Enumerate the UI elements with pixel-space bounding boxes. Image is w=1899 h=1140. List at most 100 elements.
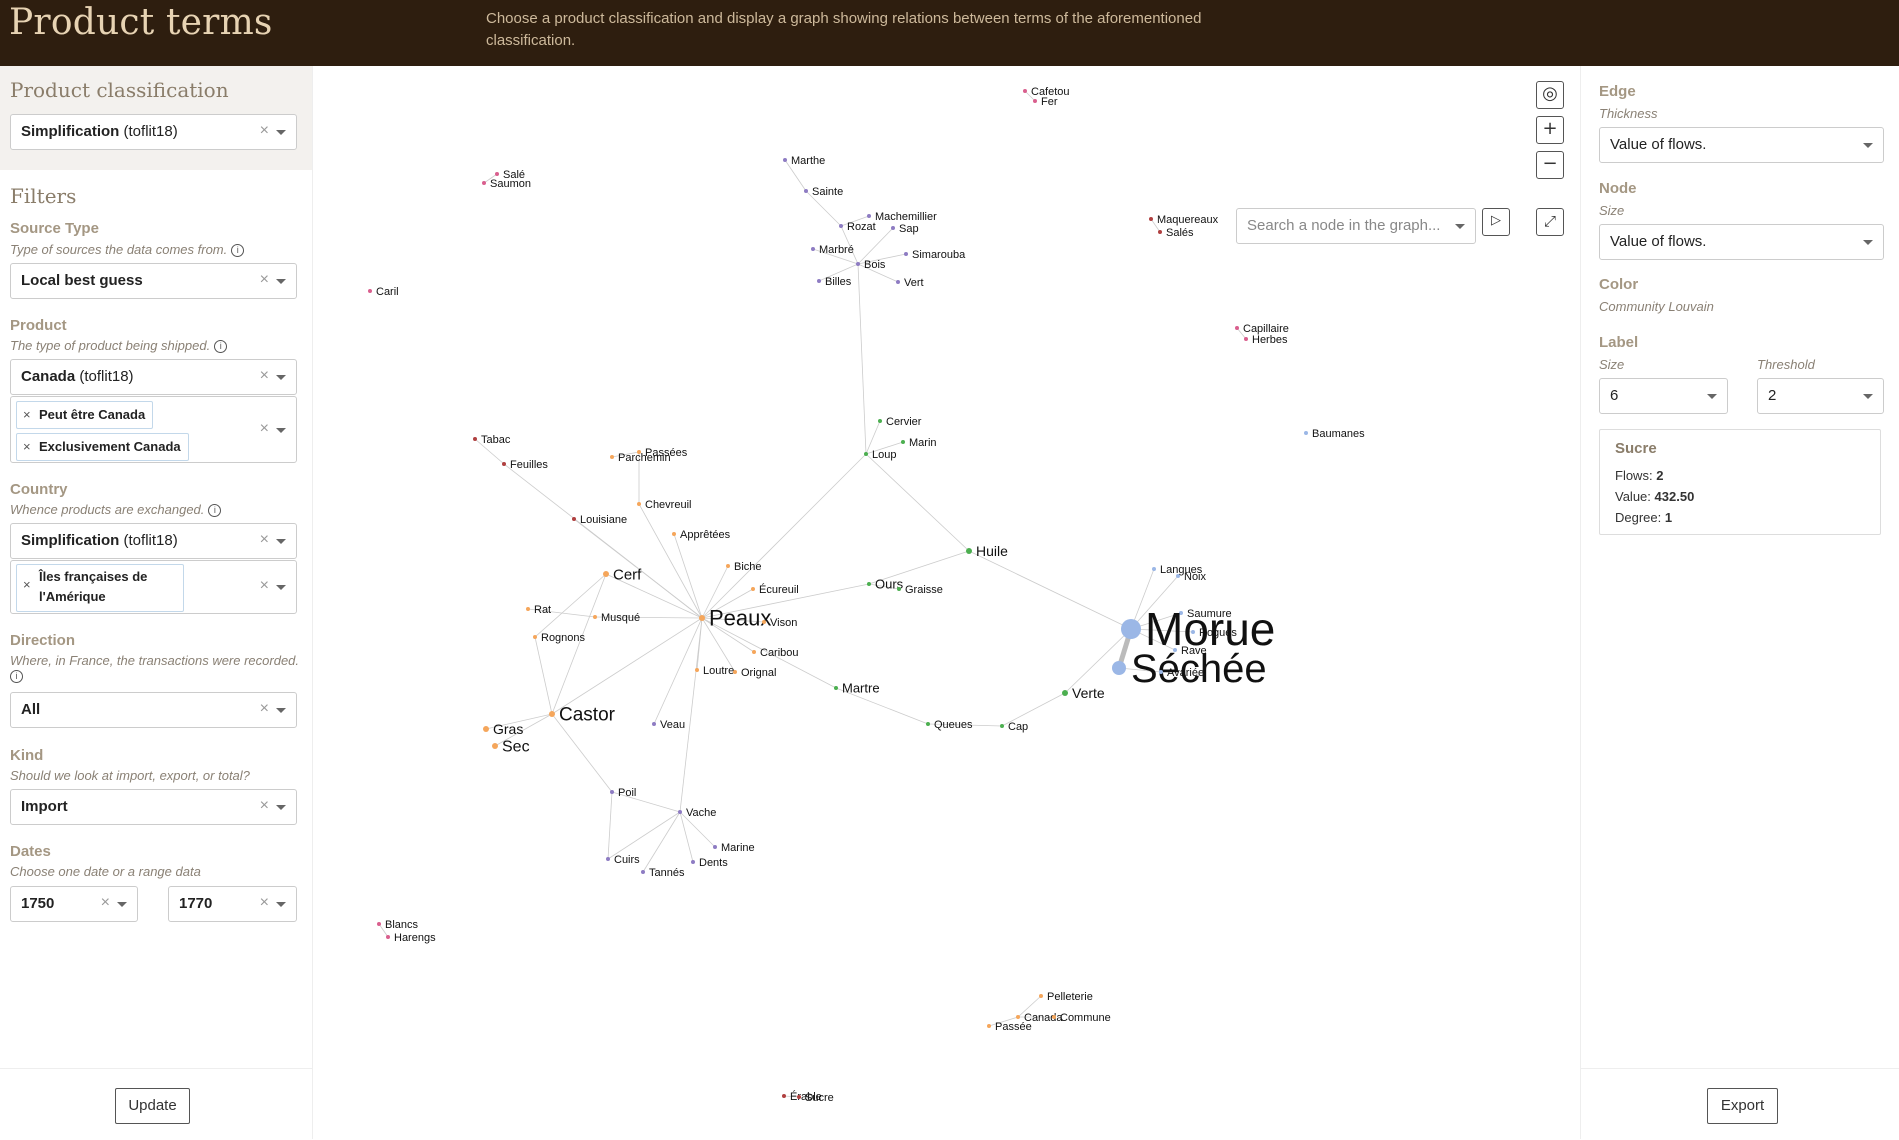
graph-node-dot[interactable] <box>926 722 930 726</box>
graph-node[interactable]: Parchemin <box>610 452 671 464</box>
graph-node[interactable]: Gras <box>483 721 523 737</box>
graph-node[interactable]: Commune <box>1052 1012 1111 1024</box>
graph-node[interactable]: Canada <box>1016 1012 1063 1024</box>
graph-node[interactable]: Avariée <box>1159 667 1204 679</box>
graph-node[interactable]: Peaux <box>699 606 771 631</box>
graph-node-dot[interactable] <box>1062 690 1068 696</box>
graph-node[interactable]: Caril <box>368 286 399 298</box>
graph-node-dot[interactable] <box>533 635 537 639</box>
graph-node[interactable]: Rognons <box>533 632 586 644</box>
graph-node-dot[interactable] <box>637 502 641 506</box>
graph-node[interactable]: Rat <box>526 604 551 616</box>
graph-node[interactable]: Queues <box>926 719 973 731</box>
edge-thickness-select[interactable]: Value of flows. <box>1599 127 1884 163</box>
graph-node-dot[interactable] <box>891 226 895 230</box>
graph-node-dot[interactable] <box>526 607 530 611</box>
clear-icon[interactable]: × <box>259 420 269 437</box>
graph-node-dot[interactable] <box>549 711 555 717</box>
graph-node[interactable]: Harengs <box>386 932 436 944</box>
graph-node-dot[interactable] <box>1158 230 1162 234</box>
graph-node-dot[interactable] <box>966 548 972 554</box>
graph-node[interactable]: Morue <box>1121 603 1275 655</box>
graph-node-dot[interactable] <box>713 845 717 849</box>
graph-node[interactable]: Musqué <box>593 612 640 624</box>
graph-node-dot[interactable] <box>867 214 871 218</box>
graph-node-dot[interactable] <box>904 252 908 256</box>
graph-node-dot[interactable] <box>1052 1015 1056 1019</box>
graph-node[interactable]: Veau <box>652 719 685 731</box>
graph-node[interactable]: Écureuil <box>751 583 799 596</box>
graph-node-dot[interactable] <box>987 1024 991 1028</box>
chevron-down-icon[interactable] <box>276 539 286 544</box>
info-icon[interactable]: i <box>214 340 228 353</box>
clear-icon[interactable]: × <box>259 271 269 288</box>
graph-node[interactable]: Biche <box>726 561 762 573</box>
graph-node[interactable]: Maquereaux <box>1149 214 1219 226</box>
graph-node[interactable]: Tannés <box>641 867 685 879</box>
graph-node[interactable]: Salé <box>495 169 525 181</box>
clear-icon[interactable]: × <box>259 894 269 911</box>
graph-node-dot[interactable] <box>1152 567 1156 571</box>
chevron-down-icon[interactable] <box>276 428 286 433</box>
graph-node-dot[interactable] <box>804 189 808 193</box>
graph-node[interactable]: Loup <box>864 449 896 461</box>
graph-node[interactable]: Passées <box>637 447 688 459</box>
graph-node[interactable]: Sec <box>492 739 530 756</box>
clear-icon[interactable]: × <box>259 797 269 814</box>
clear-icon[interactable]: × <box>259 577 269 594</box>
graph-node[interactable]: Séchée <box>1112 647 1267 691</box>
graph-node-dot[interactable] <box>867 582 871 586</box>
clear-icon[interactable]: × <box>259 700 269 717</box>
label-size-select[interactable]: 6 <box>1599 378 1728 414</box>
graph-node[interactable]: Passée <box>987 1021 1032 1033</box>
threshold-select[interactable]: 2 <box>1757 378 1884 414</box>
remove-icon[interactable]: × <box>23 439 31 454</box>
graph-node[interactable]: Salés <box>1158 227 1194 239</box>
graph-node[interactable]: Cafetou <box>1023 86 1070 98</box>
graph-node-dot[interactable] <box>699 615 705 621</box>
graph-node[interactable]: Verte <box>1062 685 1105 701</box>
graph-node-dot[interactable] <box>783 158 787 162</box>
chevron-down-icon[interactable] <box>276 902 286 907</box>
graph-node-dot[interactable] <box>1179 611 1183 615</box>
date-to-select[interactable]: 1770 × <box>168 886 297 922</box>
chevron-down-icon[interactable] <box>276 585 286 590</box>
graph-node-dot[interactable] <box>751 587 755 591</box>
graph-node-dot[interactable] <box>839 224 843 228</box>
graph-node-dot[interactable] <box>811 247 815 251</box>
clear-icon[interactable]: × <box>259 122 269 139</box>
graph-node[interactable]: Marine <box>713 842 755 854</box>
chevron-down-icon[interactable] <box>276 805 286 810</box>
country-items-select[interactable]: × Îles françaises de l'Amérique × <box>10 560 297 614</box>
graph-node-dot[interactable] <box>1039 994 1043 998</box>
direction-select[interactable]: All × <box>10 692 297 728</box>
clear-icon[interactable]: × <box>100 894 110 911</box>
graph-node-dot[interactable] <box>1016 1015 1020 1019</box>
graph-node-dot[interactable] <box>691 860 695 864</box>
kind-select[interactable]: Import × <box>10 789 297 825</box>
graph-node-dot[interactable] <box>593 615 597 619</box>
graph-node-dot[interactable] <box>1159 670 1163 674</box>
locate-icon[interactable]: ◎ <box>1536 81 1564 109</box>
graph-node-dot[interactable] <box>603 571 609 577</box>
graph-node-dot[interactable] <box>834 686 838 690</box>
clear-icon[interactable]: × <box>259 531 269 548</box>
chevron-down-icon[interactable] <box>1863 240 1873 245</box>
graph-node[interactable]: Vison <box>762 617 797 629</box>
product-items-select[interactable]: × Peut être Canada × Exclusivement Canada … <box>10 396 297 463</box>
graph-node[interactable]: Baumanes <box>1304 428 1365 440</box>
chevron-down-icon[interactable] <box>276 708 286 713</box>
graph-node[interactable]: Blancs <box>377 919 419 931</box>
graph-node-dot[interactable] <box>1173 648 1177 652</box>
graph-node-dot[interactable] <box>368 289 372 293</box>
graph-node-dot[interactable] <box>782 1094 786 1098</box>
chevron-down-icon[interactable] <box>276 375 286 380</box>
graph-node[interactable]: Simarouba <box>904 249 966 261</box>
graph-node-dot[interactable] <box>897 587 901 591</box>
graph-node[interactable]: Orignal <box>733 667 776 679</box>
graph-node[interactable]: Marbré <box>811 244 854 256</box>
graph-node[interactable]: Rave <box>1173 645 1207 657</box>
graph-node[interactable]: Ours <box>867 577 904 592</box>
graph-node-dot[interactable] <box>1112 661 1126 675</box>
graph-canvas[interactable]: Cafetou Fer Salé Saumon Caril Marthe Sainte Mac… <box>313 66 1579 1139</box>
